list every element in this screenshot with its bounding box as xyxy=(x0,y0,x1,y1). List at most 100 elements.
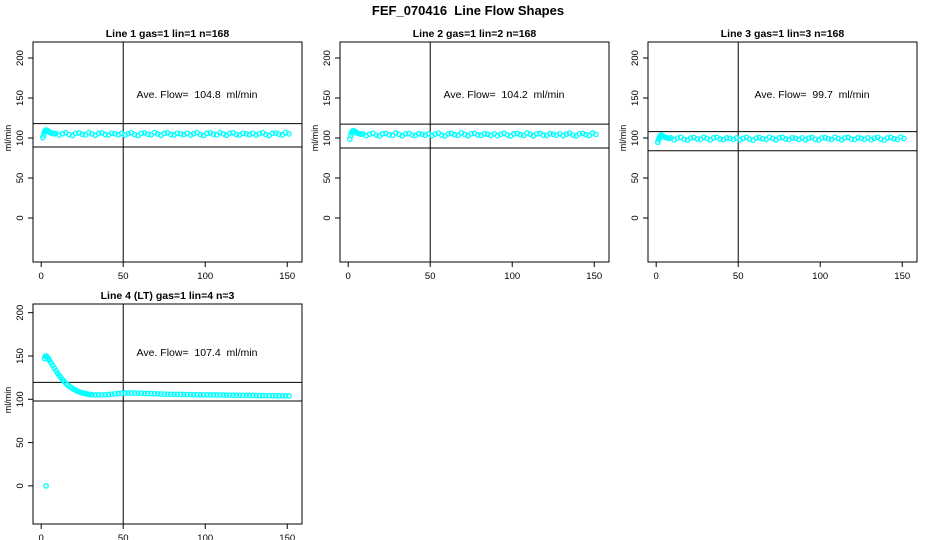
data-point xyxy=(184,391,191,398)
y-tick-label: 50 xyxy=(322,173,333,184)
data-point xyxy=(841,135,848,141)
data-point xyxy=(207,130,213,136)
data-point xyxy=(240,130,246,137)
data-point xyxy=(884,135,891,141)
data-point xyxy=(383,130,389,137)
data-point xyxy=(43,483,49,489)
data-point xyxy=(681,136,687,143)
data-point xyxy=(286,131,292,137)
y-axis-unit-label: ml/min xyxy=(3,124,13,152)
x-tick-label: 0 xyxy=(346,271,351,282)
y-tick-label: 150 xyxy=(15,348,26,364)
data-point xyxy=(128,390,135,396)
data-point xyxy=(181,391,187,398)
data-point xyxy=(674,135,681,142)
data-point xyxy=(148,390,154,397)
data-point xyxy=(691,134,697,141)
x-tick-label: 0 xyxy=(39,533,44,540)
data-point xyxy=(445,131,452,137)
data-point xyxy=(204,392,210,398)
data-point xyxy=(125,390,131,396)
data-point xyxy=(272,392,279,399)
y-tick-label: 100 xyxy=(15,130,26,146)
data-point xyxy=(858,135,865,142)
data-point xyxy=(504,132,511,138)
data-point xyxy=(141,390,148,397)
y-tick-label: 50 xyxy=(15,173,26,184)
page-title: FEF_070416 Line Flow Shapes xyxy=(371,3,565,18)
data-point xyxy=(158,391,164,397)
data-point xyxy=(108,130,115,137)
data-point xyxy=(756,134,763,141)
data-point xyxy=(151,390,158,397)
data-point xyxy=(419,131,425,138)
data-point xyxy=(583,131,589,138)
panel-line-4: 0 50 100 150 0 50 100 150 200 Line 4 (LT) gas=1 … xyxy=(0,286,312,540)
data-point xyxy=(805,135,812,142)
y-tick-label: 150 xyxy=(15,90,26,106)
data-point xyxy=(776,135,783,141)
y-tick-label: 100 xyxy=(15,391,26,407)
y-tick-label: 100 xyxy=(630,130,641,146)
ave-flow-annotation: Ave. Flow= 104.8 ml/min xyxy=(136,89,258,102)
data-point xyxy=(746,136,753,143)
data-point xyxy=(144,390,151,397)
y-axis-unit-label: ml/min xyxy=(618,124,628,152)
data-point xyxy=(901,135,907,142)
data-point xyxy=(79,131,86,138)
data-point xyxy=(373,132,379,138)
data-point xyxy=(547,130,553,137)
data-point xyxy=(174,391,181,398)
y-axis-unit-label: ml/min xyxy=(310,124,320,152)
y-tick-label: 50 xyxy=(630,173,641,184)
data-point xyxy=(279,392,286,399)
data-point xyxy=(263,392,269,399)
data-point xyxy=(379,131,386,137)
data-point xyxy=(236,392,243,399)
x-tick-label: 100 xyxy=(197,533,213,540)
data-point xyxy=(233,392,240,399)
data-point xyxy=(563,131,570,138)
data-point xyxy=(717,136,724,142)
data-point xyxy=(579,130,586,137)
plot-box xyxy=(339,41,610,263)
data-point xyxy=(517,131,524,138)
data-point xyxy=(102,391,109,398)
data-point xyxy=(167,131,174,138)
data-point xyxy=(112,130,118,137)
data-point xyxy=(269,130,276,137)
y-tick-label: 0 xyxy=(630,215,641,220)
data-point xyxy=(210,131,217,138)
data-point xyxy=(878,136,884,143)
data-point xyxy=(246,392,253,399)
panel-title: Line 2 gas=1 lin=2 n=168 xyxy=(412,28,537,40)
y-tick-label: 150 xyxy=(630,90,641,106)
data-point xyxy=(105,391,112,398)
data-point xyxy=(164,391,171,398)
y-tick-label: 0 xyxy=(15,215,26,220)
y-tick-label: 200 xyxy=(322,50,333,66)
y-tick-label: 200 xyxy=(15,50,26,66)
data-point xyxy=(759,135,766,142)
x-tick-label: 50 xyxy=(118,533,129,540)
data-point xyxy=(511,131,517,137)
data-point xyxy=(187,391,194,398)
x-tick-label: 150 xyxy=(279,533,295,540)
data-point xyxy=(112,390,118,397)
data-point xyxy=(59,130,66,137)
data-point xyxy=(197,391,204,398)
data-point xyxy=(125,130,131,137)
data-point xyxy=(386,131,393,138)
data-point xyxy=(550,131,557,138)
data-point xyxy=(213,392,220,398)
data-point xyxy=(263,131,269,138)
data-point xyxy=(118,390,125,397)
data-point xyxy=(115,390,122,397)
panel-line-2-chart: 0 50 100 150 0 50 100 150 200 xyxy=(322,41,610,282)
panel-line-2: 0 50 100 150 0 50 100 150 200 Line 2 gas=1 lin=2… xyxy=(307,24,619,292)
data-point xyxy=(226,130,233,137)
data-point xyxy=(723,134,730,141)
data-point xyxy=(792,135,799,142)
data-point xyxy=(432,131,438,138)
data-point xyxy=(514,130,520,137)
